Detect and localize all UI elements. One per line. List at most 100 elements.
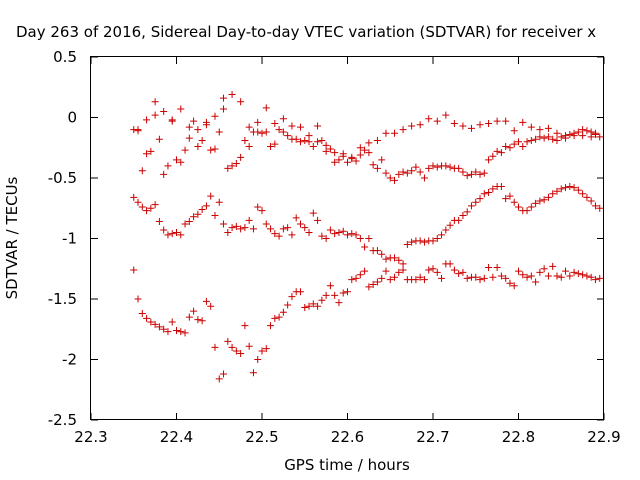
data-point [467,124,475,132]
data-point [211,145,219,153]
data-point [506,192,514,200]
data-point [245,143,253,151]
data-point [553,187,561,195]
data-point [502,117,510,125]
data-point [348,276,356,284]
data-point [442,226,450,234]
data-point [335,228,343,236]
data-point [532,278,540,286]
data-point [425,115,433,123]
data-point [553,129,561,137]
data-point [532,135,540,143]
data-point [262,104,270,112]
data-point [237,225,245,233]
data-point [220,94,228,102]
data-point [254,118,262,126]
data-point [386,276,394,284]
data-point [314,138,322,146]
x-tick-label: 22.5 [245,428,278,446]
data-point [237,349,245,357]
data-point [506,144,514,152]
data-point [574,128,582,136]
y-tick-label: -1.5 [48,290,77,308]
data-point [425,164,433,172]
data-point [596,204,604,212]
data-point [579,132,587,140]
data-point [356,271,364,279]
data-point [220,220,228,228]
data-point [472,168,480,176]
data-point [399,260,407,268]
data-point [557,273,565,281]
data-point [279,308,287,316]
data-point [433,235,441,242]
data-point [138,203,146,211]
data-point [271,120,279,128]
data-point [185,134,193,142]
data-point [326,282,334,290]
data-point [279,225,287,233]
data-point [262,128,270,136]
data-point [173,228,180,236]
data-point [536,197,544,205]
data-point [356,151,364,159]
data-point [536,268,544,276]
y-tick-label: -2.5 [48,411,77,429]
data-point [305,138,313,146]
data-point [480,169,488,177]
data-point [344,158,351,166]
data-point [305,302,313,310]
data-point [348,153,356,161]
data-point [583,193,591,201]
data-point [442,111,450,119]
data-point [493,264,501,272]
data-point [267,143,275,151]
data-point [262,220,270,228]
data-point [596,133,604,141]
data-point [446,260,454,268]
data-point [472,198,480,206]
data-point [369,280,377,288]
data-point [322,141,330,149]
data-point [130,193,138,201]
data-point [510,140,518,148]
data-point [587,197,595,205]
x-axis-label: GPS time / hours [284,456,410,474]
data-point [587,273,595,281]
data-point [373,164,381,172]
data-point [331,291,339,299]
data-point [596,274,604,282]
data-point [143,150,151,158]
data-point [155,135,163,143]
data-point [562,134,570,142]
data-point [553,272,561,280]
data-point [480,274,488,282]
data-point [160,325,168,333]
data-point [288,293,296,301]
data-point [241,322,249,330]
data-point [305,132,313,140]
data-point [339,227,347,235]
data-point [365,235,373,242]
data-point [271,314,279,322]
data-point [181,146,189,154]
data-point [476,195,484,203]
data-point [506,279,514,287]
data-point [198,317,206,325]
data-point [220,105,228,113]
data-point [134,295,142,303]
data-point [245,342,253,350]
data-point [245,123,253,131]
data-point [463,274,471,282]
data-point [301,303,309,311]
data-point [549,262,557,270]
data-point [356,144,364,152]
data-point [476,276,484,284]
data-point [455,216,463,224]
data-point [296,123,304,131]
data-point [519,143,527,151]
data-point [194,210,202,218]
data-point [429,265,437,273]
data-point [164,328,172,336]
data-point [249,225,257,233]
